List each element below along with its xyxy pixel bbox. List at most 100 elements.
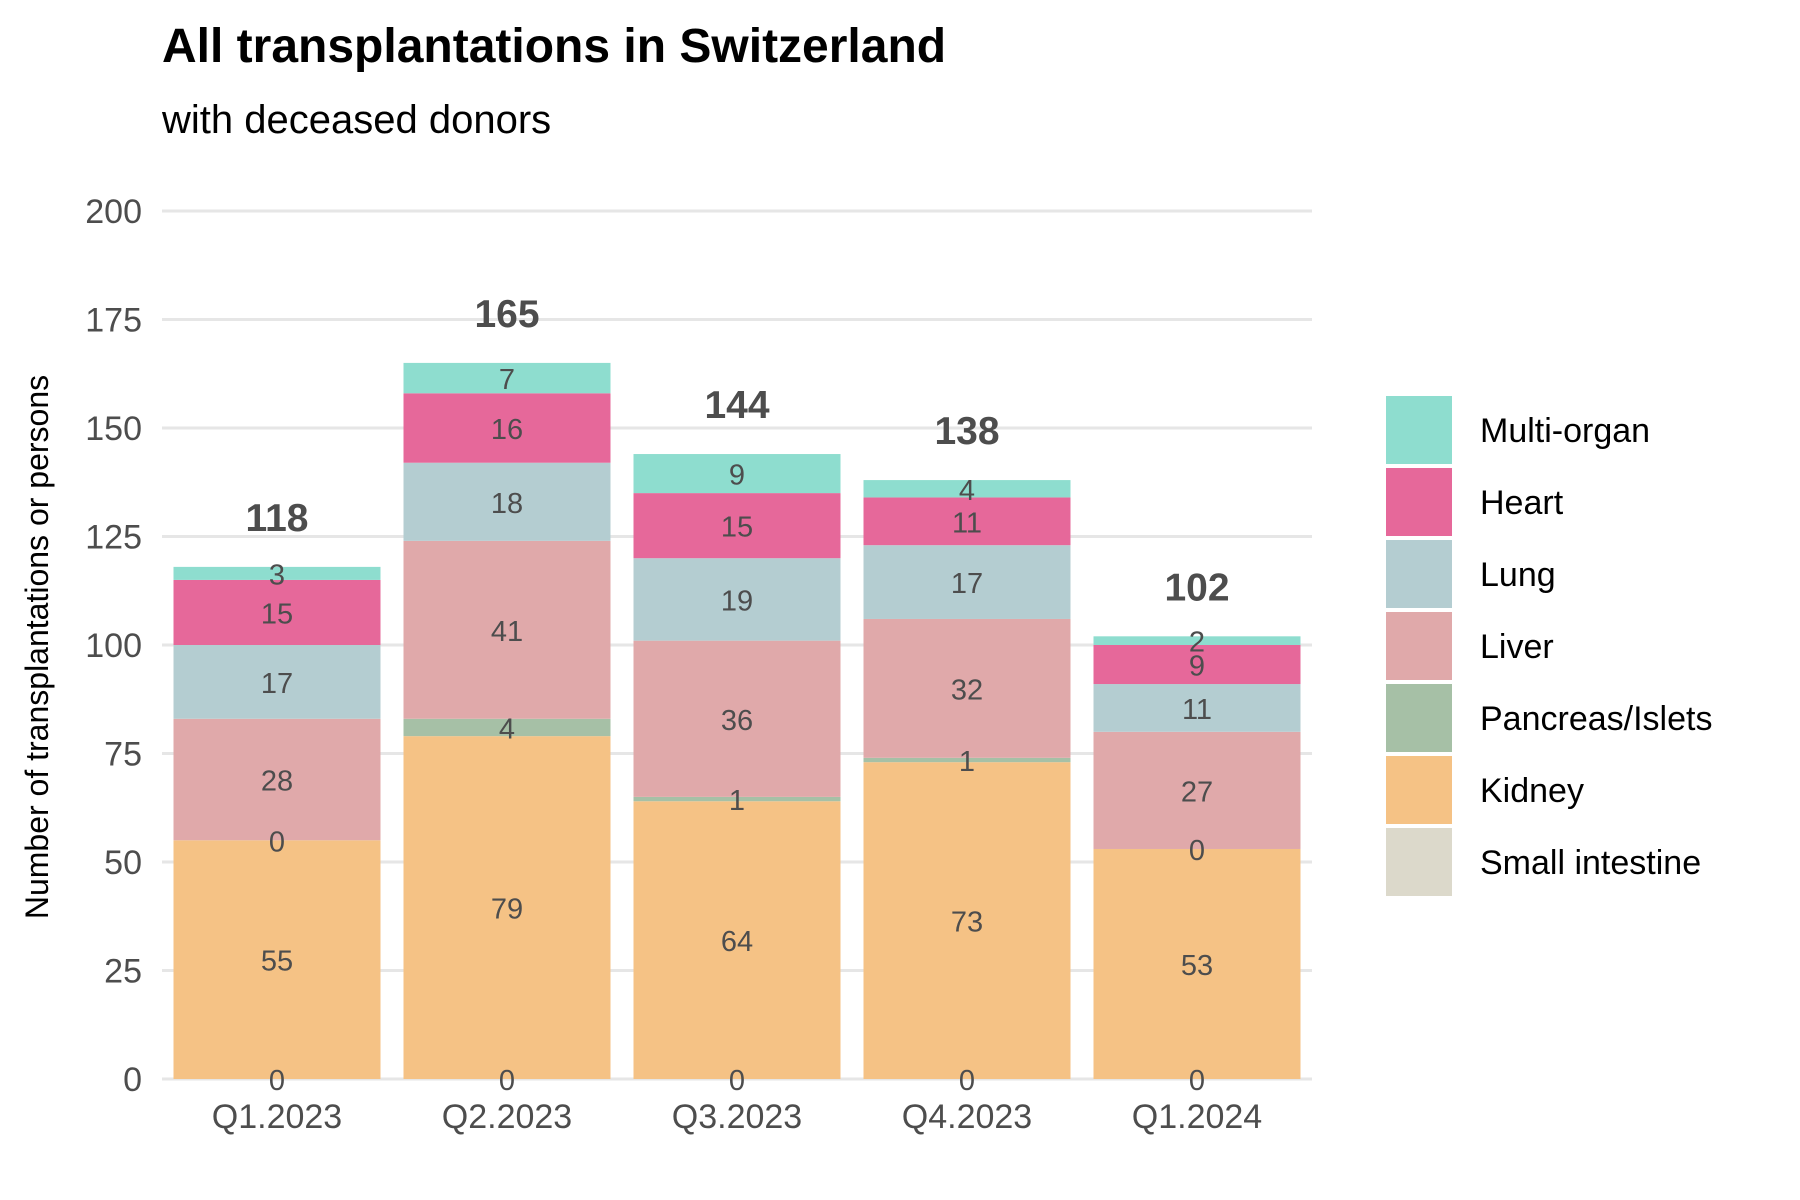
x-tick-label: Q4.2023 [902,1098,1032,1136]
bar-total-label: 118 [246,497,309,540]
segment-value-label: 0 [1189,1065,1205,1097]
legend-label-kidney: Kidney [1480,772,1584,810]
bar-segment-multi-organ [173,566,381,580]
legend-key-kidney [1386,756,1452,824]
bar-segment-liver [173,718,381,841]
total-labels: 118 165 144 138 102 [246,293,1230,609]
segment-value-label: 28 [261,766,293,798]
bar-segment-heart [633,493,841,559]
bar-segment-pancreas-islets [403,718,611,737]
bar-segment-multi-organ [1093,636,1301,645]
y-tick-label: 25 [104,953,142,991]
segment-value-label: 17 [261,668,293,700]
segment-value-label: 9 [729,460,745,492]
segment-value-label: 3 [269,559,285,591]
y-axis-title: Number of transplantations or persons [19,375,55,919]
legend-label-small-intestine: Small intestine [1480,844,1701,882]
segment-value-label: 9 [1189,651,1205,683]
bar-segment-lung [173,645,381,719]
segment-value-label: 11 [952,507,982,539]
x-tick-label: Q3.2023 [672,1098,802,1136]
chart-title: All transplantations in Switzerland [162,20,946,73]
chart-subtitle: with deceased donors [161,98,551,142]
bar-total-label: 165 [474,293,539,336]
x-axis-ticks: Q1.2023 Q2.2023 Q3.2023 Q4.2023 Q1.2024 [212,1098,1262,1136]
legend-key-lung [1386,540,1452,608]
bar-segment-kidney [403,736,611,1079]
y-tick-label: 125 [85,519,142,557]
segment-value-label: 1 [729,785,745,817]
y-tick-label: 100 [85,627,142,665]
legend-key-small-intestine [1386,828,1452,896]
bar-total-label: 144 [704,384,769,427]
segment-value-label: 41 [491,616,523,648]
bar-segment-multi-organ [403,362,611,394]
legend-key-pancreas-islets [1386,684,1452,752]
bar-segment-lung [633,558,841,641]
y-tick-label: 0 [123,1061,142,1099]
bar-segment-kidney [1093,848,1301,1079]
segment-value-label: 27 [1181,776,1213,808]
x-tick-label: Q1.2024 [1132,1098,1262,1136]
segment-value-label: 17 [951,568,983,600]
segment-value-label: 16 [491,414,523,446]
bar-segment-liver [403,540,611,719]
segment-value-label: 64 [721,926,753,958]
segment-value-label: 0 [1189,835,1205,867]
segment-value-label: 11 [1182,694,1212,726]
bar-segment-heart [173,579,381,645]
legend-key-heart [1386,468,1452,536]
segment-value-label: 73 [951,907,983,939]
bar-segment-liver [633,640,841,797]
x-tick-label: Q2.2023 [442,1098,572,1136]
y-tick-label: 175 [85,302,142,340]
bar-segment-liver [1093,731,1301,849]
bar-segment-lung [1093,684,1301,732]
y-tick-label: 200 [85,193,142,231]
segment-value-label: 0 [269,826,285,858]
bar-total-label: 138 [934,410,999,453]
segment-value-label: 4 [959,475,975,507]
segment-value-label: 1 [959,746,975,778]
segment-value-label: 79 [491,894,523,926]
bar-segment-kidney [863,762,1071,1079]
y-tick-label: 50 [104,844,142,882]
y-tick-label: 75 [104,736,142,774]
segment-value-label: 2 [1189,627,1205,659]
segment-value-label: 0 [499,1065,515,1097]
segment-value-label: 32 [951,674,983,706]
segment-value-label: 15 [721,512,753,544]
legend: Multi-organ Heart Lung Liver Pancreas/Islets… [1386,396,1712,896]
bar-segment-multi-organ [633,454,841,494]
legend-label-heart: Heart [1480,484,1564,522]
bar-segment-lung [403,462,611,541]
segment-value-label: 36 [721,705,753,737]
legend-label-lung: Lung [1480,556,1556,594]
legend-key-multi-organ [1386,396,1452,464]
y-axis-ticks: 0 25 50 75 100 125 150 175 200 [85,193,142,1099]
bar-segment-heart [1093,645,1301,685]
bar-segment-kidney [633,801,841,1079]
bar-segment-kidney [173,840,381,1079]
bar-segment-lung [863,545,1071,619]
legend-key-liver [1386,612,1452,680]
segment-value-label: 7 [499,364,515,396]
bars [173,362,1301,1079]
segment-value-label: 15 [261,598,293,630]
bar-segment-multi-organ [863,480,1071,498]
legend-label-pancreas-islets: Pancreas/Islets [1480,700,1712,738]
bar-segment-heart [863,497,1071,546]
bar-segment-liver [863,618,1071,758]
segment-value-label: 55 [261,946,293,978]
segment-value-label: 19 [721,585,753,617]
segment-value-label: 0 [269,1065,285,1097]
segment-value-label: 4 [499,713,515,745]
segment-value-label: 53 [1181,950,1213,982]
y-tick-label: 150 [85,410,142,448]
segment-value-label: 0 [729,1065,745,1097]
bar-total-label: 102 [1164,566,1229,609]
legend-label-multi-organ: Multi-organ [1480,412,1650,450]
bar-segment-heart [403,393,611,463]
x-tick-label: Q1.2023 [212,1098,342,1136]
bar-segment-pancreas-islets [863,757,1071,763]
